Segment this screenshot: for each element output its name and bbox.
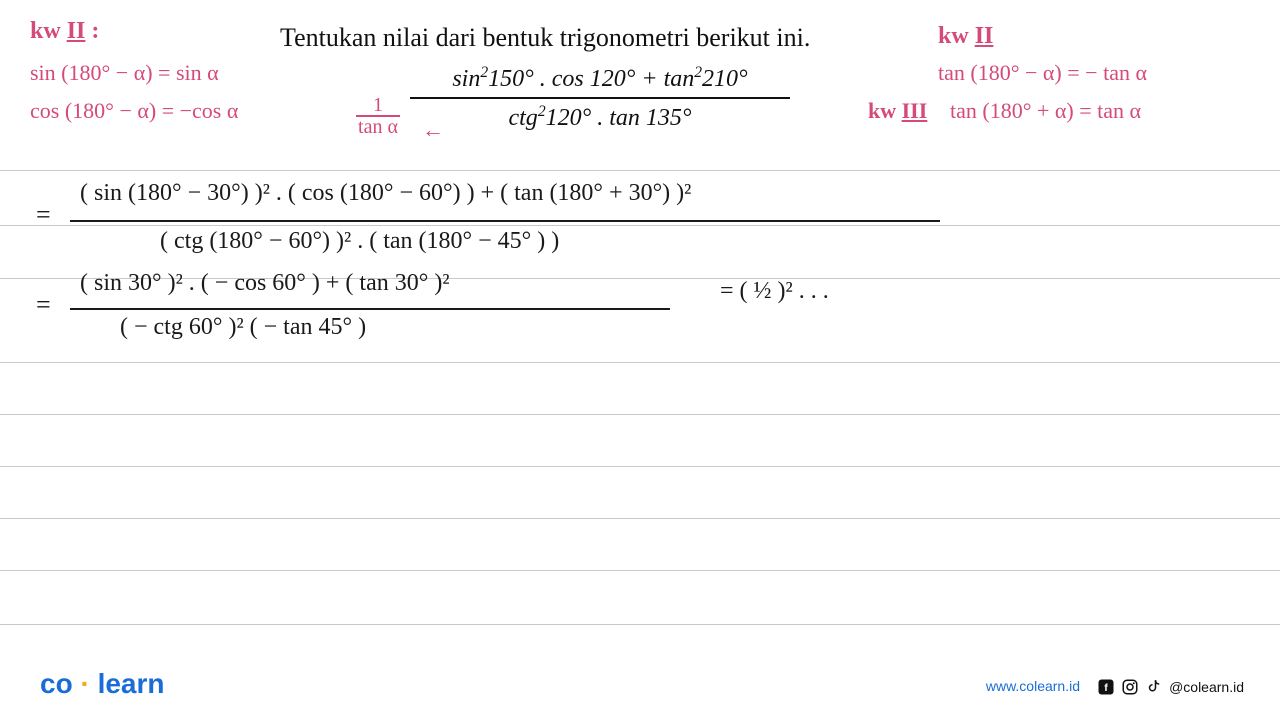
tan-identity-q2: tan (180° − α) = − tan α — [938, 60, 1147, 86]
quadrant-2-label-right: kw II — [938, 23, 993, 50]
tan-identity-q3: tan (180° + α) = tan α — [950, 98, 1141, 124]
fraction-denominator: ctg2120° . tan 135° — [380, 99, 820, 132]
one-over-tan-annotation: 1 tan α — [356, 96, 400, 136]
work-step2-denominator: ( − ctg 60° )² ( − tan 45° ) — [120, 314, 366, 341]
facebook-icon[interactable]: f — [1097, 678, 1115, 696]
brand-logo: co · learn — [40, 668, 165, 700]
tiktok-icon[interactable] — [1145, 678, 1163, 696]
work-step1-numerator: ( sin (180° − 30°) )² . ( cos (180° − 60… — [80, 180, 691, 207]
logo-dot: · — [73, 668, 98, 699]
footer: co · learn www.colearn.id f @colearn.id — [0, 660, 1280, 700]
social-links: f @colearn.id — [1097, 678, 1244, 696]
rule-line — [0, 624, 1280, 625]
fraction-numerator: sin2150° . cos 120° + tan2210° — [380, 64, 820, 97]
instagram-icon[interactable] — [1121, 678, 1139, 696]
quadrant-2-label-left: kw II : — [30, 18, 99, 45]
rule-line — [0, 414, 1280, 415]
cos-identity: cos (180° − α) = −cos α — [30, 98, 238, 124]
work-step1-denominator: ( ctg (180° − 60°) )² . ( tan (180° − 45… — [160, 228, 559, 255]
work-step2-numerator: ( sin 30° )² . ( − cos 60° ) + ( tan 30°… — [80, 270, 450, 297]
equals-sign-2: = — [36, 290, 51, 320]
quadrant-3-label: kw III — [868, 98, 927, 124]
social-handle[interactable]: @colearn.id — [1169, 679, 1244, 695]
rule-line — [0, 466, 1280, 467]
logo-learn: learn — [98, 668, 165, 699]
sin-identity: sin (180° − α) = sin α — [30, 60, 219, 86]
equals-sign-1: = — [36, 200, 51, 230]
work-step2-rhs: = ( ½ )² . . . — [720, 278, 829, 305]
rule-line — [0, 225, 1280, 226]
problem-title: Tentukan nilai dari bentuk trigonometri … — [280, 23, 810, 53]
denominator-tan-alpha: tan α — [356, 118, 400, 136]
problem-fraction: sin2150° . cos 120° + tan2210° ctg2120° … — [380, 64, 820, 132]
ctg-arrow: ← — [422, 117, 444, 143]
website-url[interactable]: www.colearn.id — [986, 678, 1080, 694]
rule-line — [0, 518, 1280, 519]
rule-line — [0, 362, 1280, 363]
work-step1-bar — [70, 220, 940, 222]
numerator-1: 1 — [356, 96, 400, 114]
work-step2-bar — [70, 308, 670, 310]
rule-line — [0, 570, 1280, 571]
logo-co: co — [40, 668, 73, 699]
top-area: kw II : Tentukan nilai dari bentuk trigo… — [0, 18, 1280, 168]
svg-text:f: f — [1104, 682, 1108, 694]
rule-line — [0, 170, 1280, 171]
